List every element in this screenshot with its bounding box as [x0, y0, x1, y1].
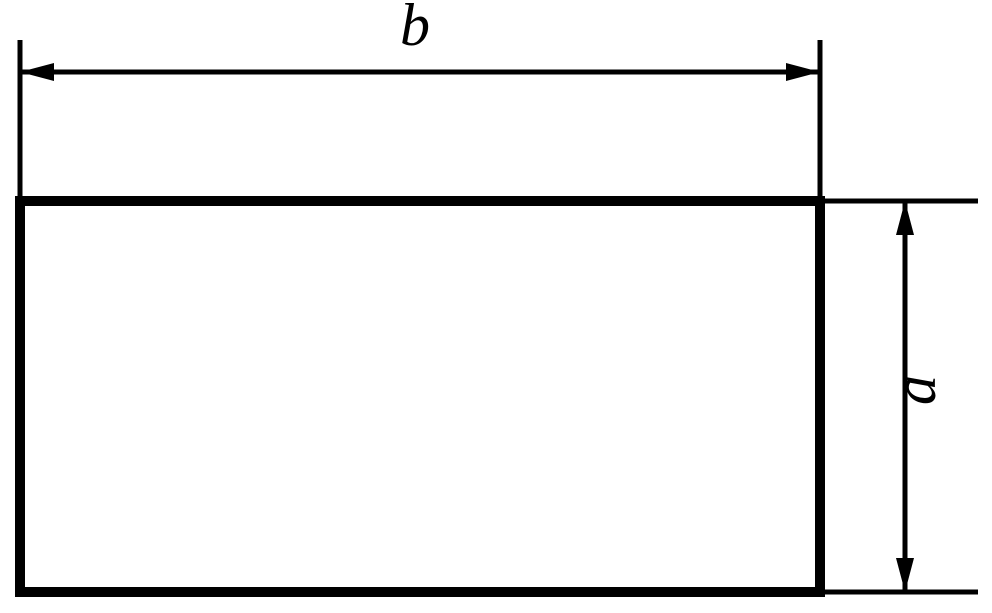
dim-label-width: b	[400, 0, 430, 58]
dim-label-height: a	[882, 375, 948, 405]
dimension-diagram: b a	[0, 0, 992, 613]
main-rectangle	[20, 201, 820, 592]
